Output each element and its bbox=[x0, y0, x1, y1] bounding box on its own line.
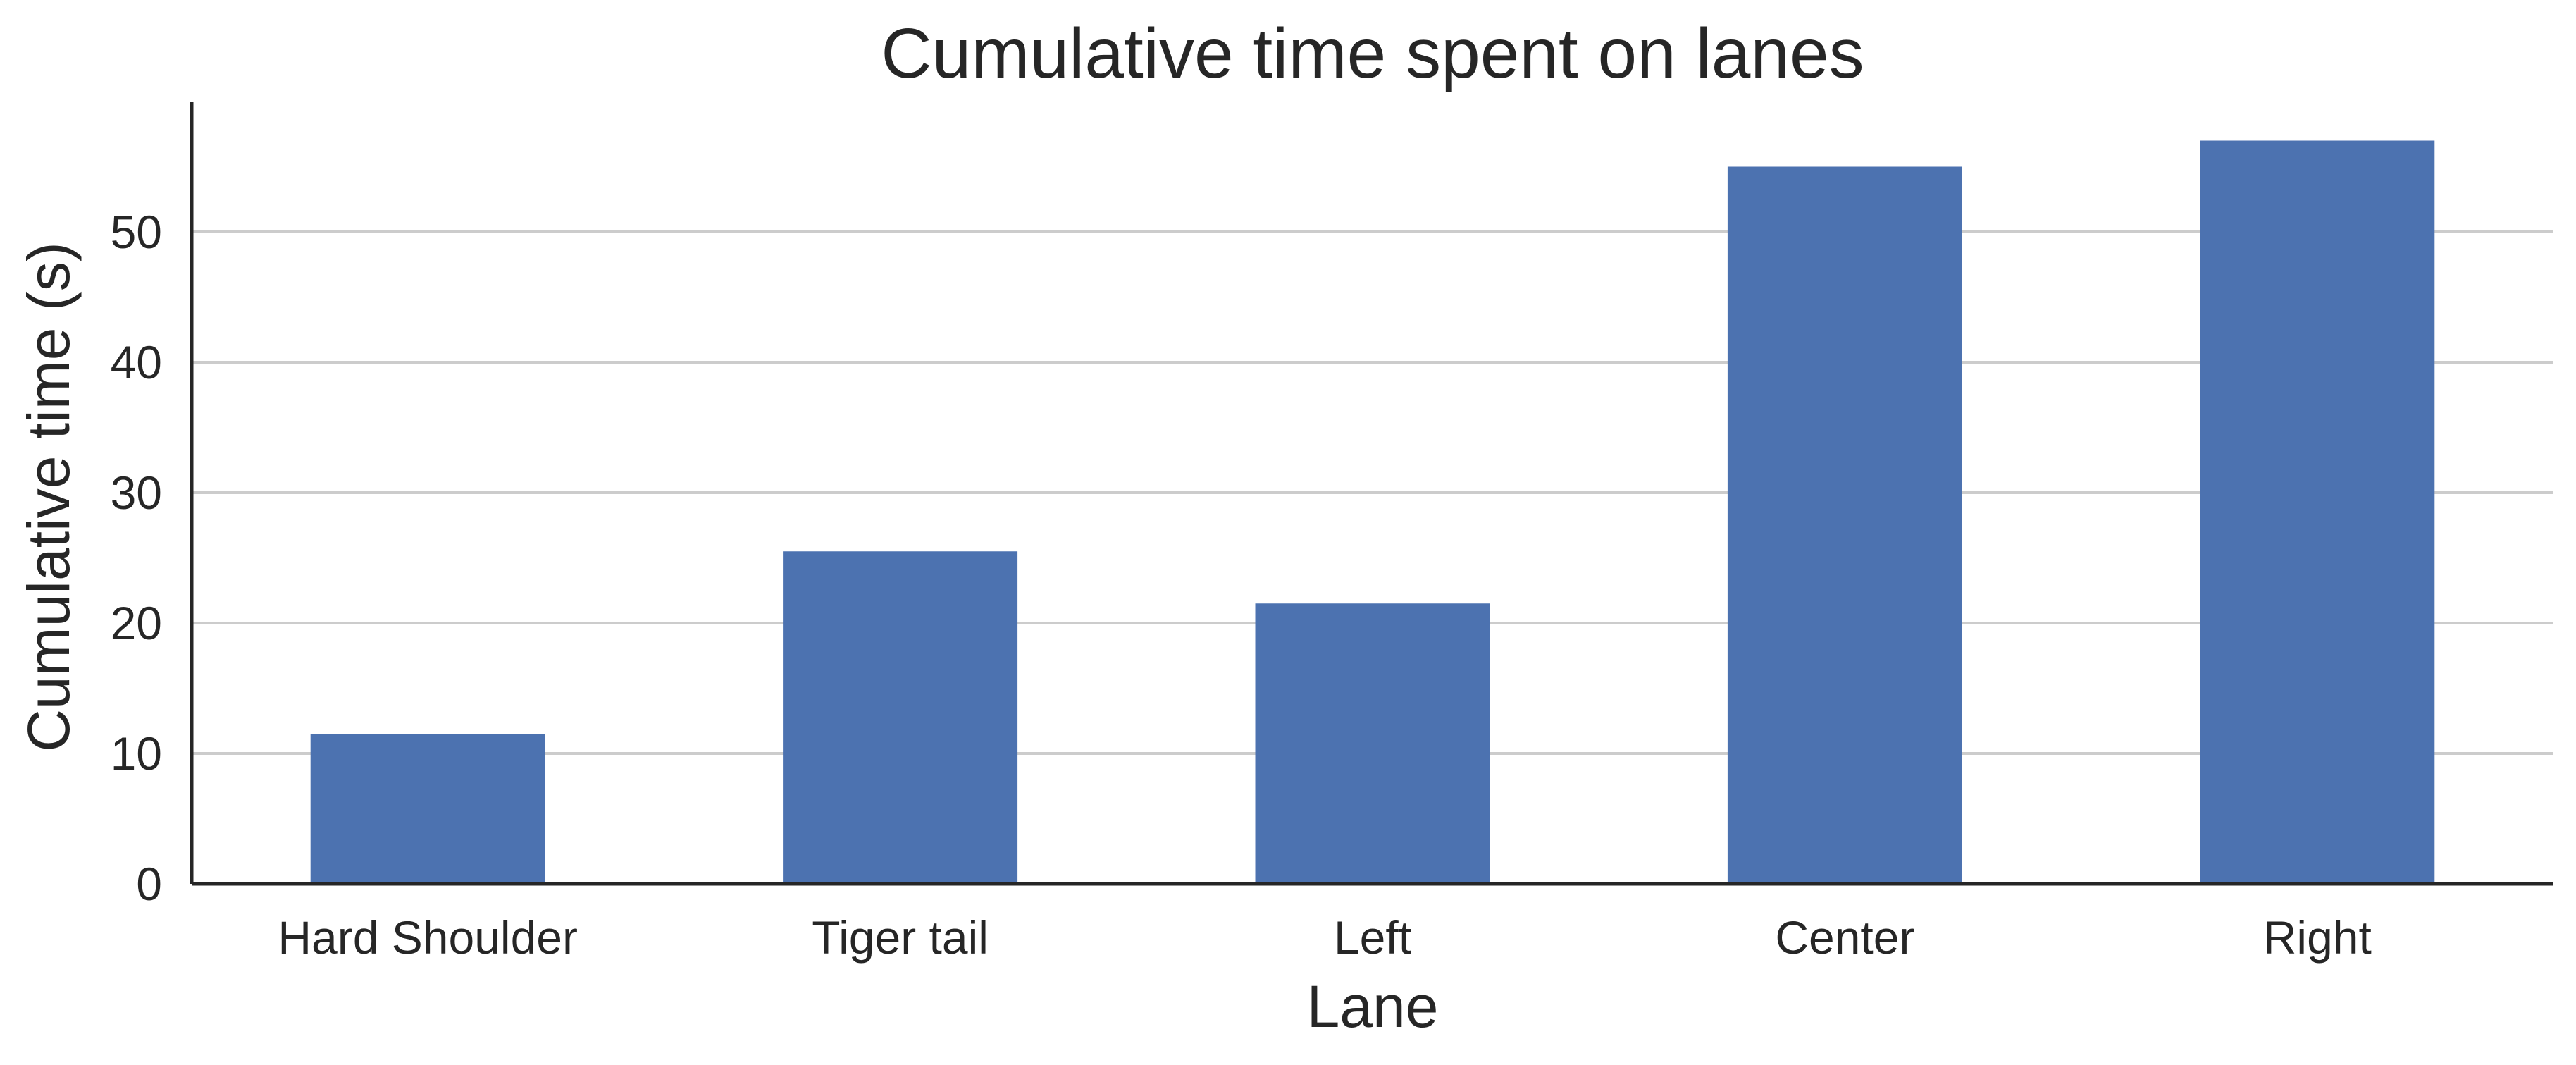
x-tick-label: Tiger tail bbox=[812, 911, 989, 964]
x-tick-labels: Hard Shoulder Tiger tail Left Center Right bbox=[278, 911, 2371, 964]
bar-hard-shoulder bbox=[310, 734, 545, 884]
y-tick-label: 0 bbox=[136, 858, 162, 910]
bar-center bbox=[1727, 166, 1962, 884]
x-axis-label: Lane bbox=[1307, 973, 1439, 1040]
chart-title: Cumulative time spent on lanes bbox=[881, 14, 1864, 93]
x-tick-label: Hard Shoulder bbox=[278, 911, 578, 964]
grid-lines bbox=[192, 230, 2553, 755]
bars bbox=[310, 140, 2435, 884]
y-axis-label: Cumulative time (s) bbox=[16, 242, 82, 751]
y-tick-label: 30 bbox=[111, 467, 162, 519]
y-tick-label: 40 bbox=[111, 336, 162, 388]
y-tick-labels: 0 10 20 30 40 50 bbox=[111, 206, 162, 910]
bar-right bbox=[2200, 140, 2435, 884]
y-tick-label: 50 bbox=[111, 206, 162, 258]
x-tick-label: Left bbox=[1334, 911, 1411, 964]
bar-tiger-tail bbox=[783, 551, 1018, 884]
bar-left bbox=[1255, 603, 1490, 884]
y-tick-label: 10 bbox=[111, 727, 162, 780]
x-tick-label: Right bbox=[2263, 911, 2372, 964]
x-tick-label: Center bbox=[1775, 911, 1914, 964]
y-tick-label: 20 bbox=[111, 597, 162, 649]
